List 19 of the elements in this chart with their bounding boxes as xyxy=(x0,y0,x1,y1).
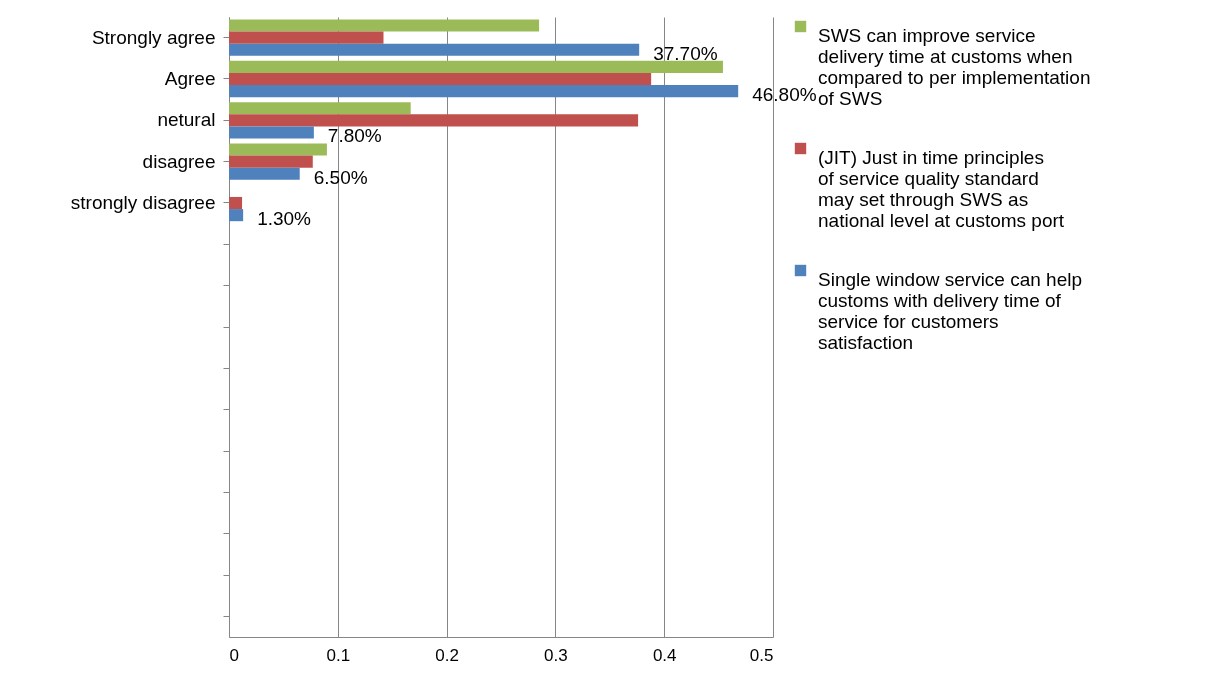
y-tick-label: disagree xyxy=(142,150,216,172)
x-tick-label: 0.2 xyxy=(435,645,459,665)
legend-label: (JIT) Just in time principles of service quality standard may set through SWS as national level at customs port xyxy=(818,146,1065,231)
data-label: 37.70% xyxy=(653,42,718,64)
x-tick-label: 0.4 xyxy=(652,645,677,665)
legend-label: SWS can improve service delivery time at customs when compared to per implementation of SWS xyxy=(818,24,1091,109)
data-label: 46.80% xyxy=(752,84,817,106)
data-label: 7.80% xyxy=(327,125,382,147)
x-tick-label: 0.3 xyxy=(544,645,568,665)
legend-label: Single window service can help customs with delivery time of service for customers satisfaction xyxy=(818,268,1083,353)
y-tick-label: Agree xyxy=(164,68,216,89)
data-label: 1.30% xyxy=(257,208,312,230)
y-tick-label: Strongly agree xyxy=(91,26,216,48)
x-tick-label: 0.5 xyxy=(749,645,774,665)
y-tick-label: netural xyxy=(157,109,216,131)
y-tick-label: strongly disagree xyxy=(70,192,216,213)
x-tick-label: 0 xyxy=(229,645,239,665)
data-label: 6.50% xyxy=(313,166,368,188)
x-tick-label: 0.1 xyxy=(326,645,351,665)
